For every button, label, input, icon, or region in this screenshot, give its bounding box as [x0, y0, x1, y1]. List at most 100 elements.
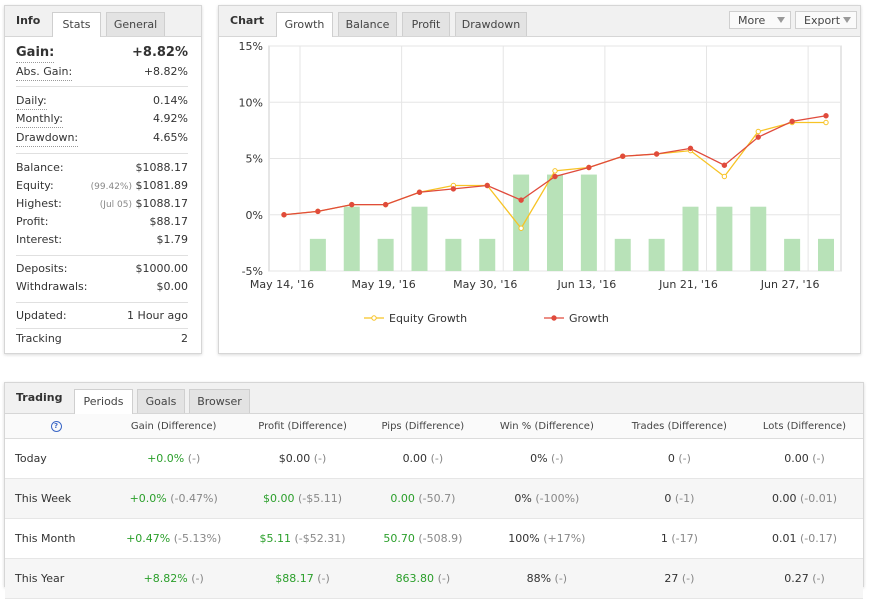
data-point — [552, 173, 558, 180]
interest-value: $1.79 — [156, 233, 189, 246]
data-point — [416, 189, 423, 195]
legend-marker — [371, 315, 377, 321]
deposits-value: $1000.00 — [135, 262, 189, 275]
trade-count-bar — [750, 206, 767, 271]
tab-stats[interactable]: Stats — [52, 12, 101, 37]
table-cell: $0.00 (-) — [240, 438, 365, 479]
divider — [16, 255, 188, 256]
cell-value: 0 — [664, 492, 672, 505]
x-tick-label: Jun 13, '16 — [557, 278, 617, 291]
tab-periods[interactable]: Periods — [74, 389, 133, 414]
data-point — [552, 168, 558, 174]
chevron-down-icon — [843, 17, 851, 23]
divider — [16, 328, 188, 329]
equity-percent: (99.42%) — [90, 182, 132, 192]
cell-difference: (-1) — [674, 492, 695, 505]
cell-difference: (-) — [551, 452, 564, 465]
cell-value: 0.00 — [784, 452, 809, 465]
trade-count-bar — [648, 238, 665, 271]
cell-value: 100% — [508, 532, 540, 545]
column-header: Profit (Difference) — [240, 414, 365, 439]
table-cell: 0% (-) — [480, 438, 613, 479]
help-icon[interactable]: ? — [50, 421, 62, 432]
balance-value: $1088.17 — [135, 161, 189, 174]
table-cell: +8.82% (-) — [107, 558, 241, 599]
column-header: Trades (Difference) — [612, 414, 747, 439]
table-cell: 0 (-) — [612, 438, 747, 479]
cell-value: +0.0% — [147, 452, 185, 465]
table-cell: $88.17 (-) — [240, 558, 365, 599]
trade-count-bar — [682, 206, 699, 271]
data-point — [518, 197, 524, 203]
data-point — [721, 173, 728, 180]
drawdown-row: Drawdown: 4.65% — [16, 130, 188, 147]
table-cell: 1 (-17) — [612, 518, 747, 559]
trade-count-bar — [547, 174, 563, 271]
divider — [16, 302, 188, 303]
updated-label: Updated: — [16, 309, 67, 322]
balance-label: Balance: — [16, 161, 64, 174]
cell-difference: (-5.13%) — [173, 532, 222, 545]
info-title: Info — [16, 14, 41, 27]
data-point — [450, 186, 457, 192]
deposits-label: Deposits: — [16, 262, 68, 275]
cell-difference: (-17) — [671, 532, 698, 545]
table-cell: 27 (-) — [612, 558, 747, 599]
cell-value: $88.17 — [275, 572, 314, 585]
abs-gain-row: Abs. Gain: +8.82% — [16, 64, 188, 81]
table-cell: 0.00 (-) — [364, 438, 481, 479]
drawdown-label: Drawdown: — [16, 130, 79, 147]
trade-count-bar — [445, 238, 462, 271]
trade-count-bar — [580, 174, 597, 271]
cell-value: $0.00 — [263, 492, 295, 505]
cell-difference: (-50.7) — [418, 492, 456, 505]
monthly-row: Monthly: 4.92% — [16, 111, 188, 128]
trade-count-bar — [614, 238, 631, 271]
gain-label: Gain: — [16, 44, 55, 63]
data-point — [721, 162, 728, 168]
cell-difference: (-) — [554, 572, 568, 585]
cell-value: 863.80 — [395, 572, 435, 585]
help-header: ? — [5, 414, 107, 439]
tab-browser[interactable]: Browser — [189, 389, 250, 413]
more-label: More — [738, 14, 766, 27]
updated-row: Updated: 1 Hour ago — [16, 308, 188, 324]
tracking-label: Tracking — [16, 332, 62, 345]
highest-value-group: (Jul 05) $1088.17 — [100, 196, 188, 213]
tab-balance[interactable]: Balance — [338, 12, 397, 36]
trading-table: ? Gain (Difference) Profit (Difference) … — [5, 414, 863, 599]
cell-difference: (-508.9) — [418, 532, 463, 545]
tab-growth[interactable]: Growth — [276, 12, 333, 37]
interest-row: Interest: $1.79 — [16, 232, 188, 248]
withdrawals-label: Withdrawals: — [16, 280, 88, 293]
more-button[interactable]: More — [729, 11, 791, 29]
profit-row: Profit: $88.17 — [16, 214, 188, 230]
y-tick-label: 10% — [239, 96, 263, 109]
tab-goals[interactable]: Goals — [137, 389, 185, 413]
tab-profit[interactable]: Profit — [402, 12, 450, 36]
drawdown-value: 4.65% — [153, 131, 188, 144]
data-point — [653, 151, 660, 157]
legend-label: Growth — [569, 312, 609, 325]
tracking-row: Tracking 2 — [16, 331, 188, 347]
growth-chart: 15% 10% 5% 0% -5%May 14, '16 May 19, '16 May 3… — [239, 40, 842, 325]
table-cell: $5.11 (-$52.31) — [240, 518, 365, 559]
table-cell: +0.0% (-0.47%) — [107, 478, 241, 519]
profit-label: Profit: — [16, 215, 49, 228]
legend-marker — [551, 315, 557, 321]
trading-tabbar: Trading Periods Goals Browser — [5, 383, 863, 414]
tab-drawdown[interactable]: Drawdown — [455, 12, 527, 36]
gain-value: +8.82% — [132, 45, 188, 60]
info-tabbar: Info Stats General — [5, 6, 201, 37]
cell-difference: (-) — [681, 572, 695, 585]
data-point — [484, 182, 490, 189]
export-button[interactable]: Export — [795, 11, 857, 29]
divider — [16, 153, 188, 154]
x-tick-label: May 14, '16 — [250, 278, 314, 291]
data-point — [586, 164, 592, 171]
table-cell: 0.00 (-) — [746, 438, 863, 479]
chevron-down-icon — [777, 17, 785, 23]
tab-general[interactable]: General — [106, 12, 165, 36]
data-point — [620, 153, 626, 159]
trade-count-bar — [818, 238, 834, 271]
